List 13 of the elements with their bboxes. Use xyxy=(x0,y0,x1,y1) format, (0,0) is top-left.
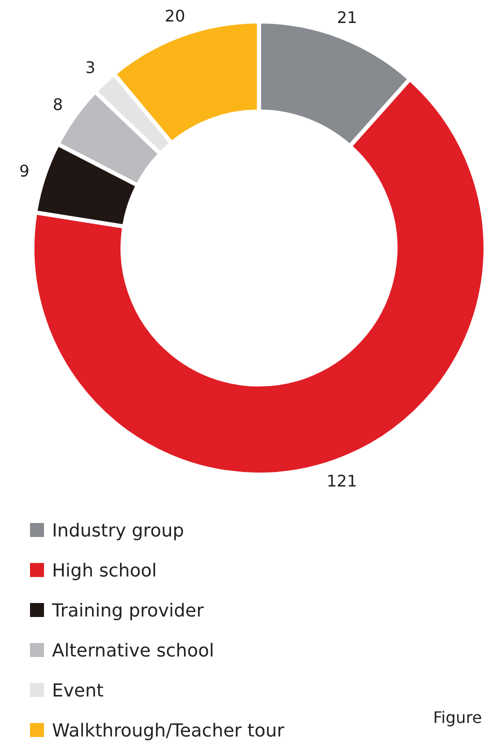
data-label: 20 xyxy=(164,6,186,26)
legend-label: Walkthrough/Teacher tour xyxy=(52,720,285,742)
legend-label: Alternative school xyxy=(52,640,214,662)
data-label: 121 xyxy=(326,471,358,490)
data-label: 3 xyxy=(85,58,96,78)
text: Figure xyxy=(433,708,482,727)
legend-label: Training provider xyxy=(51,600,204,622)
data-label: 21 xyxy=(336,8,358,27)
data-label: 8 xyxy=(52,95,63,114)
legend-label: Event xyxy=(52,680,104,702)
data-label: 9 xyxy=(19,162,30,181)
legend-label: High school xyxy=(52,560,157,582)
legend-label: Industry group xyxy=(52,520,184,542)
